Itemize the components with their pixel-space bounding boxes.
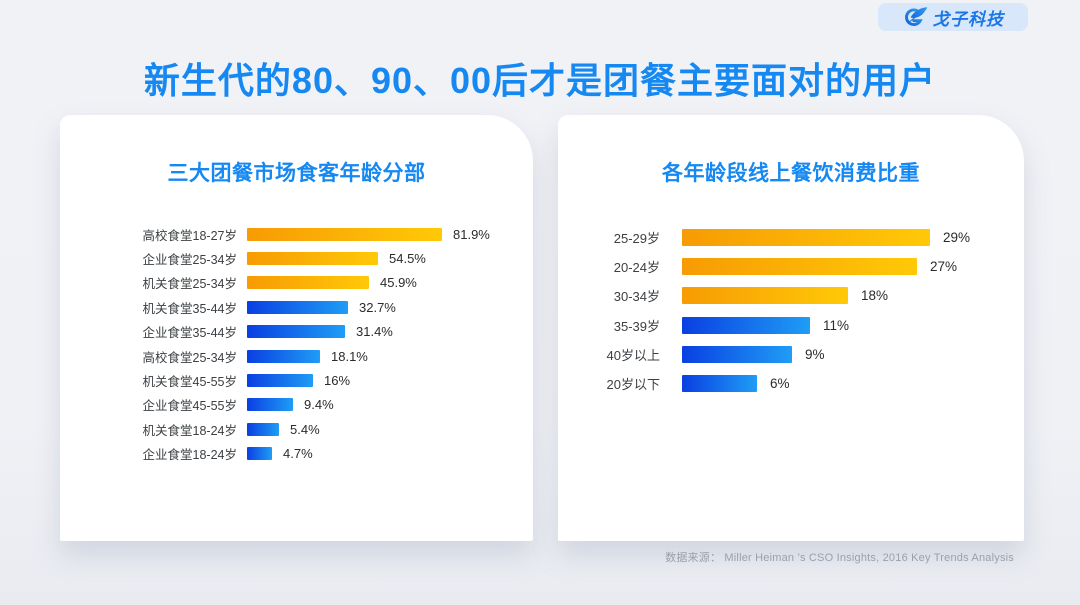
category-label: 机关食堂18-24岁 (142, 423, 237, 438)
value-label: 32.7% (359, 299, 396, 315)
value-label: 4.7% (283, 446, 313, 462)
chart-title: 三大团餐市场食客年龄分部 (167, 162, 426, 185)
chart-row: 高校食堂25-34岁 18.1% (60, 344, 533, 368)
chart-row: 20-24岁 27% (558, 252, 1024, 281)
value-label: 9% (805, 346, 825, 362)
bar (682, 316, 810, 334)
chart-row: 35-39岁 11% (558, 311, 1024, 340)
value-label: 5.4% (290, 421, 320, 437)
chart-row: 30-34岁 18% (558, 281, 1024, 310)
chart-title: 各年龄段线上餐饮消费比重 (662, 162, 920, 185)
category-label: 高校食堂25-34岁 (142, 350, 237, 365)
category-label: 企业食堂18-24岁 (142, 448, 237, 463)
bar (247, 398, 293, 412)
category-label: 高校食堂18-27岁 (142, 228, 237, 243)
data-source-note: 数据来源： Miller Heiman ’s CSO Insights, 201… (665, 552, 1014, 564)
chart-row: 企业食堂45-55岁 9.4% (60, 393, 533, 417)
chart-row: 企业食堂35-44岁 31.4% (60, 320, 533, 344)
chart-rows: 高校食堂18-27岁 81.9% 企业食堂25-34岁 54.5% 机关食堂25-34岁… (60, 222, 533, 466)
chart-card-canteen-age-distribution: 三大团餐市场食客年龄分部 高校食堂18-27岁 81.9% 企业食堂25-34岁 54… (60, 115, 533, 541)
bar (247, 349, 320, 363)
bar (682, 229, 930, 247)
value-label: 31.4% (356, 324, 393, 340)
bar (247, 447, 272, 461)
value-label: 18.1% (331, 348, 368, 364)
bar (247, 252, 378, 266)
chart-row: 机关食堂45-55岁 16% (60, 368, 533, 392)
value-label: 6% (770, 376, 790, 392)
category-label: 企业食堂35-44岁 (142, 326, 237, 341)
chart-row: 20岁以下 6% (558, 369, 1024, 398)
category-label: 20岁以下 (606, 377, 660, 393)
value-label: 81.9% (453, 226, 490, 242)
value-label: 27% (930, 259, 958, 275)
chart-row: 机关食堂18-24岁 5.4% (60, 417, 533, 441)
bar (682, 258, 917, 276)
bar (682, 345, 792, 363)
category-label: 企业食堂25-34岁 (142, 253, 237, 268)
category-label: 40岁以上 (606, 347, 660, 363)
page-title: 新生代的80、90、00后才是团餐主要面对的用户 (143, 60, 937, 101)
category-label: 机关食堂35-44岁 (142, 301, 237, 316)
value-label: 16% (324, 373, 351, 389)
category-label: 企业食堂45-55岁 (142, 399, 237, 414)
category-label: 30-34岁 (613, 289, 660, 305)
bar (247, 422, 279, 436)
chart-row: 企业食堂18-24岁 4.7% (60, 442, 533, 466)
logo-badge: 戈子科技 (878, 3, 1028, 31)
value-label: 11% (823, 317, 850, 333)
value-label: 29% (943, 230, 971, 246)
chart-row: 25-29岁 29% (558, 223, 1024, 252)
value-label: 18% (861, 288, 889, 304)
category-label: 35-39岁 (613, 318, 660, 334)
chart-rows: 25-29岁 29% 20-24岁 27% 30-34岁 18% 35-39岁 11% 40岁以… (558, 223, 1024, 398)
category-label: 20-24岁 (613, 260, 660, 276)
logo-text: 戈子科技 (932, 9, 1004, 29)
chart-card-online-dining-share: 各年龄段线上餐饮消费比重 25-29岁 29% 20-24岁 27% 30-34岁 18%… (558, 115, 1024, 541)
chart-row: 企业食堂25-34岁 54.5% (60, 246, 533, 270)
bar (247, 374, 313, 388)
category-label: 机关食堂25-34岁 (142, 277, 237, 292)
bar (247, 300, 348, 314)
value-label: 45.9% (380, 275, 417, 291)
category-label: 25-29岁 (613, 231, 660, 247)
category-label: 机关食堂45-55岁 (142, 375, 237, 390)
bar (247, 227, 442, 241)
chart-row: 机关食堂25-34岁 45.9% (60, 271, 533, 295)
bar (682, 375, 757, 393)
chart-row: 高校食堂18-27岁 81.9% (60, 222, 533, 246)
bar (247, 325, 345, 339)
chart-row: 40岁以上 9% (558, 340, 1024, 369)
gezi-leaf-g-icon (902, 6, 928, 28)
value-label: 9.4% (304, 397, 334, 413)
bar (682, 287, 848, 305)
chart-row: 机关食堂35-44岁 32.7% (60, 295, 533, 319)
bar (247, 276, 369, 290)
value-label: 54.5% (389, 251, 426, 267)
